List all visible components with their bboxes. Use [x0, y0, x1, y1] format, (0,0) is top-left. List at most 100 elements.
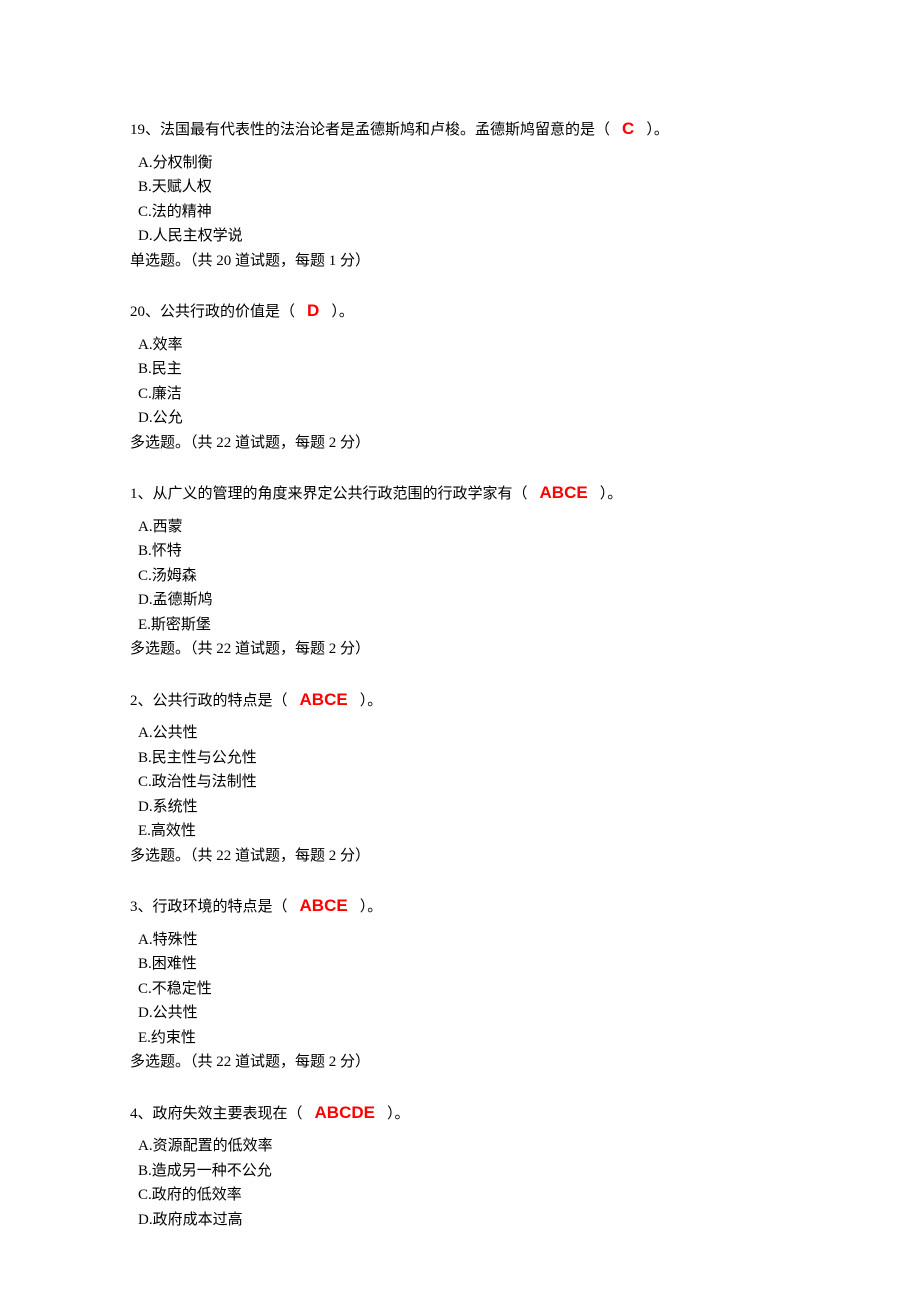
question-number: 2、 — [130, 693, 153, 709]
question-number: 1、 — [130, 486, 153, 502]
option-label: A. — [138, 932, 153, 948]
question-stem: 法国最有代表性的法治论者是孟德斯鸠和卢梭。孟德斯鸠留意的是（ — [160, 122, 610, 138]
option-text: 特殊性 — [153, 932, 198, 948]
option-text: 汤姆森 — [152, 568, 197, 584]
option-item: B.民主性与公允性 — [138, 747, 790, 770]
option-item: A.西蒙 — [138, 516, 790, 539]
options-list: A.分权制衡B.天赋人权C.法的精神D.人民主权学说 — [130, 152, 790, 248]
option-label: C. — [138, 204, 152, 220]
answer-text: D — [295, 301, 331, 320]
instruction-text: 多选题。（共 22 道试题，每题 2 分） — [130, 432, 790, 455]
option-item: B.民主 — [138, 358, 790, 381]
option-text: 斯密斯堡 — [151, 617, 211, 633]
option-label: B. — [138, 543, 152, 559]
option-text: 西蒙 — [153, 519, 183, 535]
option-label: B. — [138, 179, 152, 195]
option-text: 政府成本过高 — [153, 1212, 243, 1228]
answer-text: ABCE — [288, 896, 360, 915]
option-label: A. — [138, 337, 153, 353]
option-item: B.造成另一种不公允 — [138, 1160, 790, 1183]
answer-text: C — [610, 119, 646, 138]
option-label: A. — [138, 725, 153, 741]
option-item: B.天赋人权 — [138, 176, 790, 199]
question-block: 1、从广义的管理的角度来界定公共行政范围的行政学家有（ABCE）。A.西蒙B.怀… — [130, 480, 790, 661]
question-block: 19、法国最有代表性的法治论者是孟德斯鸠和卢梭。孟德斯鸠留意的是（C）。A.分权… — [130, 116, 790, 272]
option-text: 系统性 — [153, 799, 198, 815]
question-tail: ）。 — [360, 899, 383, 915]
question-tail: ）。 — [360, 693, 383, 709]
option-item: C.不稳定性 — [138, 978, 790, 1001]
question-text: 4、政府失效主要表现在（ABCDE）。 — [130, 1100, 790, 1126]
option-item: D.公允 — [138, 407, 790, 430]
options-list: A.西蒙B.怀特C.汤姆森D.孟德斯鸠E.斯密斯堡 — [130, 516, 790, 637]
answer-text: ABCE — [528, 483, 600, 502]
option-item: A.特殊性 — [138, 929, 790, 952]
option-text: 不稳定性 — [152, 981, 212, 997]
question-number: 20、 — [130, 304, 160, 320]
options-list: A.特殊性B.困难性C.不稳定性D.公共性E.约束性 — [130, 929, 790, 1050]
option-item: A.效率 — [138, 334, 790, 357]
option-item: D.公共性 — [138, 1002, 790, 1025]
option-label: B. — [138, 1163, 152, 1179]
question-block: 3、行政环境的特点是（ABCE）。A.特殊性B.困难性C.不稳定性D.公共性E.… — [130, 893, 790, 1074]
option-item: B.困难性 — [138, 953, 790, 976]
question-number: 19、 — [130, 122, 160, 138]
instruction-text: 单选题。（共 20 道试题，每题 1 分） — [130, 250, 790, 273]
question-block: 20、公共行政的价值是（D）。A.效率B.民主C.廉洁D.公允多选题。（共 22… — [130, 298, 790, 454]
option-item: A.公共性 — [138, 722, 790, 745]
option-text: 政治性与法制性 — [152, 774, 257, 790]
option-text: 民主性与公允性 — [152, 750, 257, 766]
option-text: 公允 — [153, 410, 183, 426]
option-text: 人民主权学说 — [153, 228, 243, 244]
option-label: B. — [138, 750, 152, 766]
option-item: B.怀特 — [138, 540, 790, 563]
option-item: C.政府的低效率 — [138, 1184, 790, 1207]
question-stem: 行政环境的特点是（ — [153, 899, 288, 915]
question-tail: ）。 — [600, 486, 623, 502]
options-list: A.公共性B.民主性与公允性C.政治性与法制性D.系统性E.高效性 — [130, 722, 790, 843]
option-label: C. — [138, 568, 152, 584]
option-text: 分权制衡 — [153, 155, 213, 171]
instruction-text: 多选题。（共 22 道试题，每题 2 分） — [130, 1051, 790, 1074]
option-label: A. — [138, 155, 153, 171]
option-label: A. — [138, 519, 153, 535]
options-list: A.资源配置的低效率B.造成另一种不公允C.政府的低效率D.政府成本过高 — [130, 1135, 790, 1231]
option-label: C. — [138, 981, 152, 997]
option-text: 资源配置的低效率 — [153, 1138, 273, 1154]
question-text: 3、行政环境的特点是（ABCE）。 — [130, 893, 790, 919]
question-text: 20、公共行政的价值是（D）。 — [130, 298, 790, 324]
option-item: C.政治性与法制性 — [138, 771, 790, 794]
option-text: 孟德斯鸠 — [153, 592, 213, 608]
answer-text: ABCE — [288, 690, 360, 709]
question-text: 2、公共行政的特点是（ABCE）。 — [130, 687, 790, 713]
option-label: D. — [138, 410, 153, 426]
option-text: 政府的低效率 — [152, 1187, 242, 1203]
option-item: D.孟德斯鸠 — [138, 589, 790, 612]
option-item: E.高效性 — [138, 820, 790, 843]
option-text: 公共性 — [153, 1005, 198, 1021]
option-label: D. — [138, 1005, 153, 1021]
option-item: A.资源配置的低效率 — [138, 1135, 790, 1158]
option-label: C. — [138, 1187, 152, 1203]
option-item: E.约束性 — [138, 1027, 790, 1050]
option-label: C. — [138, 774, 152, 790]
option-item: A.分权制衡 — [138, 152, 790, 175]
option-item: C.法的精神 — [138, 201, 790, 224]
instruction-text: 多选题。（共 22 道试题，每题 2 分） — [130, 845, 790, 868]
option-text: 困难性 — [152, 956, 197, 972]
option-label: E. — [138, 823, 151, 839]
option-label: A. — [138, 1138, 153, 1154]
option-item: C.汤姆森 — [138, 565, 790, 588]
option-item: D.系统性 — [138, 796, 790, 819]
option-label: E. — [138, 617, 151, 633]
question-stem: 公共行政的特点是（ — [153, 693, 288, 709]
option-text: 法的精神 — [152, 204, 212, 220]
question-stem: 公共行政的价值是（ — [160, 304, 295, 320]
question-block: 4、政府失效主要表现在（ABCDE）。A.资源配置的低效率B.造成另一种不公允C… — [130, 1100, 790, 1232]
option-text: 效率 — [153, 337, 183, 353]
instruction-text: 多选题。（共 22 道试题，每题 2 分） — [130, 638, 790, 661]
question-tail: ）。 — [387, 1106, 410, 1122]
option-label: D. — [138, 1212, 153, 1228]
option-label: C. — [138, 386, 152, 402]
option-label: D. — [138, 799, 153, 815]
